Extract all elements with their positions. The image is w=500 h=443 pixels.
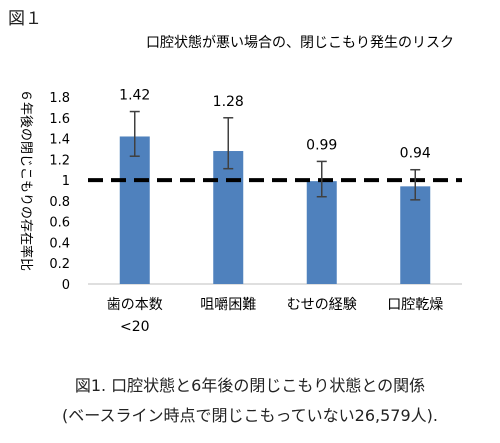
- y-tick-label: 1.2: [49, 153, 70, 168]
- bars: [119, 136, 431, 284]
- x-tick-label: むせの経験: [287, 297, 357, 313]
- y-tick-label: 0: [62, 278, 70, 293]
- y-tick-label: 0.2: [49, 257, 70, 272]
- figure-label: 図１: [8, 9, 42, 29]
- bar: [306, 181, 337, 284]
- y-tick-label: 0.6: [49, 216, 70, 231]
- value-label: 1.28: [213, 94, 244, 110]
- bar: [213, 151, 244, 284]
- y-tick-label: 0.4: [49, 236, 70, 251]
- bar: [119, 136, 150, 284]
- value-label: 0.99: [306, 137, 337, 153]
- caption-line-1: 図1. 口腔状態と6年後の閉じこもり状態との関係: [74, 376, 426, 395]
- x-tick-label: 咀嚼困難: [200, 297, 256, 313]
- x-tick-label: 歯の本数: [107, 297, 163, 313]
- error-bars: [129, 110, 421, 201]
- x-axis-labels: 歯の本数 <20 咀嚼困難 むせの経験 口腔乾燥: [107, 297, 444, 335]
- value-label: 1.42: [119, 88, 150, 104]
- value-label: 0.94: [400, 146, 431, 162]
- chart-title: 口腔状態が悪い場合の、閉じこもり発生のリスク: [146, 35, 454, 51]
- y-tick-label: 1.6: [49, 112, 70, 127]
- bar: [400, 186, 431, 284]
- x-tick-label: <20: [120, 319, 150, 335]
- x-tick-label: 口腔乾燥: [387, 297, 443, 313]
- y-axis-ticks: 0 0.2 0.4 0.6 0.8 1 1.2 1.4 1.6 1.8: [49, 91, 70, 293]
- bar-chart: 口腔状態が悪い場合の、閉じこもり発生のリスク ６年後の閉じこもりの存在率比 00…: [18, 35, 462, 335]
- y-tick-label: 0.8: [49, 195, 70, 210]
- y-axis-label-text: ６年後の閉じこもりの存在率比: [18, 89, 34, 271]
- y-axis-label: ６年後の閉じこもりの存在率比: [18, 89, 34, 271]
- y-tick-label: 1.4: [49, 133, 70, 148]
- y-tick-label: 1: [62, 174, 70, 189]
- caption-line-2: (ベースライン時点で閉じこもっていない26,579人).: [62, 406, 438, 425]
- y-tick-label: 1.8: [49, 91, 70, 106]
- value-labels: 1.42 1.28 0.99 0.94: [119, 88, 431, 162]
